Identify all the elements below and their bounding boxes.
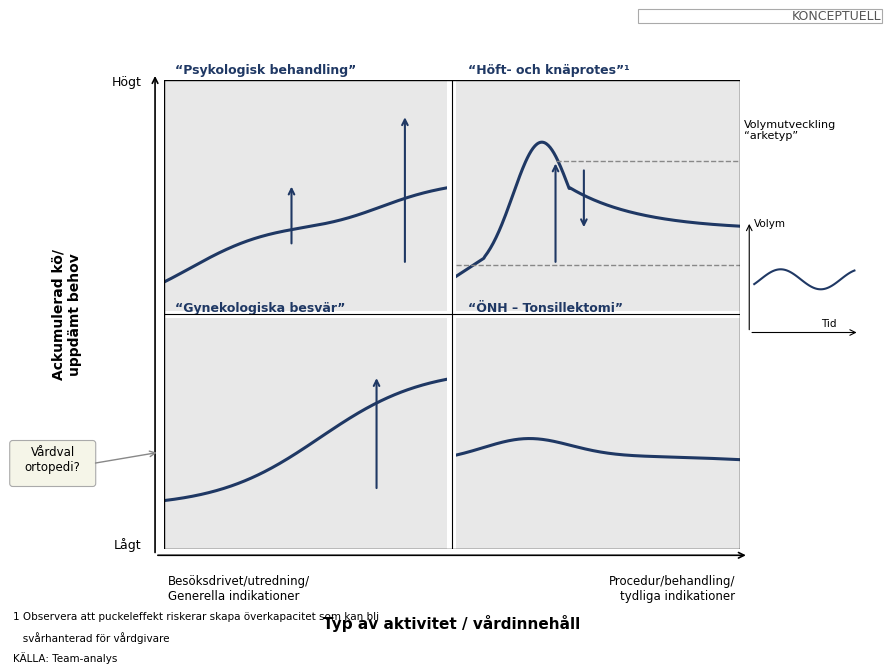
Text: 1 Observera att puckeleffekt riskerar skapa överkapacitet som kan bli: 1 Observera att puckeleffekt riskerar sk… xyxy=(13,612,379,622)
Text: Vårdval
ortopedi?: Vårdval ortopedi? xyxy=(25,446,81,475)
Text: Volym: Volym xyxy=(754,219,786,229)
FancyBboxPatch shape xyxy=(10,440,96,487)
Text: “ÖNH – Tonsillektomi”: “ÖNH – Tonsillektomi” xyxy=(468,302,623,315)
Text: Besöksdrivet/utredning/
Generella indikationer: Besöksdrivet/utredning/ Generella indika… xyxy=(168,575,310,603)
Text: KONCEPTUELL: KONCEPTUELL xyxy=(792,10,882,23)
Text: “Höft- och knäprotes”¹: “Höft- och knäprotes”¹ xyxy=(468,65,629,77)
Text: Typ av aktivitet / vårdinnehåll: Typ av aktivitet / vårdinnehåll xyxy=(323,615,580,632)
Text: Ackumulerad kö/
uppdämt behov: Ackumulerad kö/ uppdämt behov xyxy=(51,249,82,380)
Text: Volymutveckling
“arketyp”: Volymutveckling “arketyp” xyxy=(744,120,836,141)
Text: “Psykologisk behandling”: “Psykologisk behandling” xyxy=(175,65,356,77)
Text: Högt: Högt xyxy=(112,76,142,90)
Text: Procedur/behandling/
tydliga indikationer: Procedur/behandling/ tydliga indikatione… xyxy=(609,575,735,603)
Text: Lågt: Lågt xyxy=(114,538,142,552)
Bar xyxy=(638,9,882,23)
Text: Tid: Tid xyxy=(820,319,836,329)
Text: svårhanterad för vårdgivare: svårhanterad för vårdgivare xyxy=(13,632,170,644)
Text: “Gynekologiska besvär”: “Gynekologiska besvär” xyxy=(175,302,346,315)
Text: KÄLLA: Team-analys: KÄLLA: Team-analys xyxy=(13,652,118,664)
